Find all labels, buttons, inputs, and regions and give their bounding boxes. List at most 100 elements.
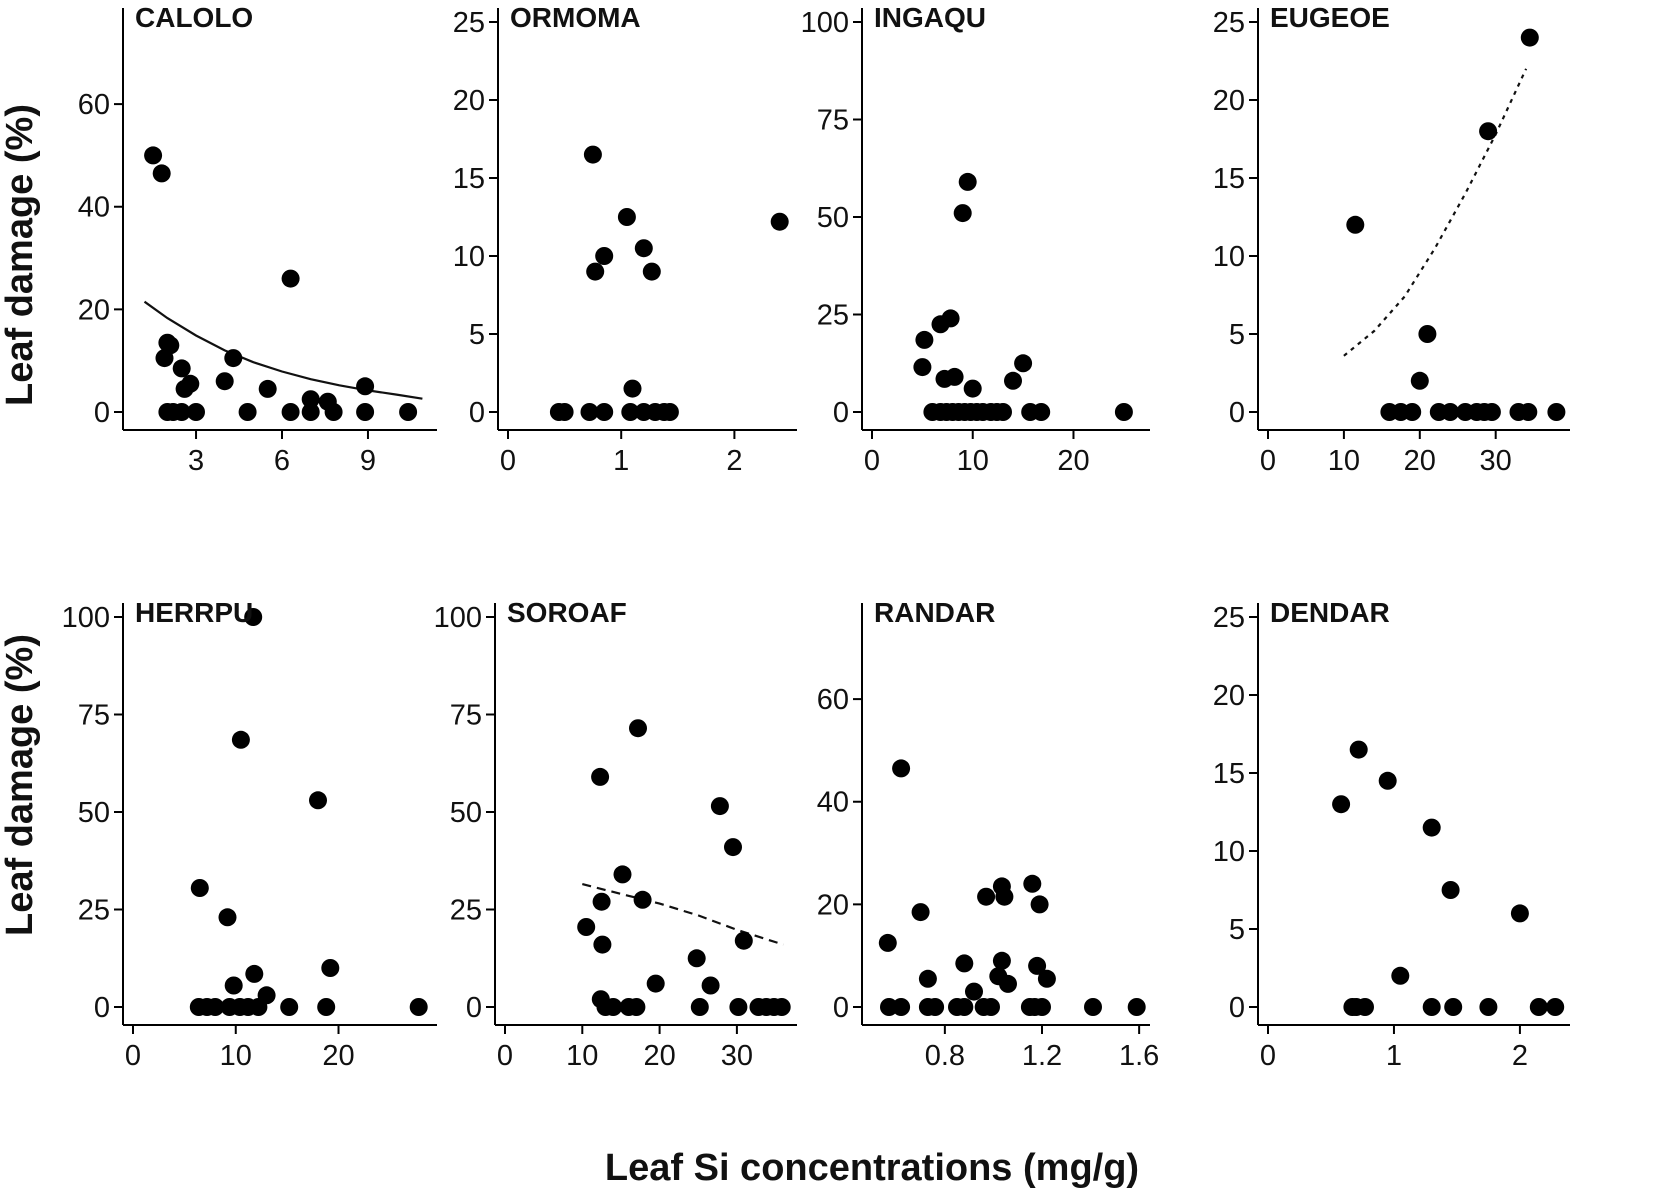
data-point [593, 935, 612, 954]
data-point [399, 403, 418, 421]
x-tick-label: 2 [726, 445, 742, 477]
y-tick-label: 60 [78, 89, 110, 121]
data-point [1547, 403, 1566, 421]
data-point [617, 208, 636, 226]
panel-ingaqu: 0 25 50 75 100 0 10 20 INGAQU [801, 2, 1150, 477]
data-point [1028, 956, 1047, 975]
data-point [911, 903, 930, 922]
data-point [317, 998, 336, 1016]
data-point [941, 309, 960, 328]
data-point [224, 976, 243, 995]
data-point [995, 887, 1014, 906]
data-point [1510, 904, 1529, 923]
data-point [646, 974, 665, 993]
data-point [1391, 966, 1410, 985]
x-tick-label: 0 [864, 445, 880, 477]
data-point [1030, 895, 1049, 914]
data-point [175, 379, 194, 398]
data-point [172, 403, 191, 421]
data-point [1032, 403, 1051, 421]
data-point [660, 403, 679, 421]
y-tick-label: 75 [450, 700, 482, 732]
y-tick-label: 5 [1229, 914, 1245, 946]
y-tick-label: 0 [1229, 397, 1245, 429]
y-axis-title-bottom: Leaf damage (%) [0, 634, 41, 936]
data-point [144, 146, 163, 165]
y-tick-label: 100 [801, 7, 849, 39]
data-point [1014, 354, 1033, 373]
data-point [206, 998, 225, 1016]
data-point [687, 949, 706, 968]
y-tick-label: 15 [1213, 163, 1245, 195]
data-point [710, 797, 729, 816]
panel-title: INGAQU [874, 2, 986, 33]
data-point [215, 372, 234, 391]
data-point [1378, 771, 1397, 790]
y-tick-label: 25 [1213, 602, 1245, 634]
panel-randar: 0 20 40 60 0.8 1.2 1.6 RANDAR [817, 597, 1160, 1072]
x-tick-label: 0 [125, 1040, 141, 1072]
data-point [892, 759, 911, 778]
data-point [591, 767, 610, 786]
panel-herrpu: 0 25 50 75 100 0 10 20 HERRPU [62, 597, 437, 1072]
y-tick-label: 5 [469, 319, 485, 351]
data-point [301, 390, 320, 409]
y-tick-label: 25 [78, 895, 110, 927]
x-tick-label: 0 [500, 445, 516, 477]
y-tick-label: 10 [1213, 241, 1245, 273]
data-point [356, 377, 375, 396]
data-point [1444, 998, 1463, 1016]
data-point [1349, 740, 1368, 759]
data-point [945, 367, 964, 386]
y-tick-label: 75 [817, 105, 849, 137]
y-tick-label: 20 [1213, 85, 1245, 117]
y-tick-label: 10 [453, 241, 485, 273]
y-tick-label: 15 [1213, 758, 1245, 790]
data-point [1422, 998, 1441, 1016]
x-tick-label: 0 [1260, 445, 1276, 477]
data-point [621, 403, 640, 421]
y-tick-label: 0 [94, 397, 110, 429]
data-point [555, 403, 574, 421]
data-point [958, 172, 977, 191]
data-point [224, 349, 243, 368]
data-point [604, 998, 623, 1016]
panel-ormoma: 0 5 10 15 20 25 0 1 2 ORMOMA [453, 2, 797, 477]
data-point [918, 969, 937, 988]
data-point [577, 918, 596, 936]
y-tick-label: 25 [1213, 7, 1245, 39]
data-point [1441, 403, 1460, 421]
y-tick-label: 40 [78, 192, 110, 224]
data-point [356, 403, 375, 421]
y-tick-label: 5 [1229, 319, 1245, 351]
y-tick-label: 75 [78, 700, 110, 732]
x-tick-label: 0 [1260, 1040, 1276, 1072]
y-tick-label: 20 [78, 294, 110, 326]
panel-title: RANDAR [874, 597, 995, 628]
data-point [238, 403, 257, 421]
x-axis-title: Leaf Si concentrations (mg/g) [605, 1147, 1139, 1189]
data-point [1422, 818, 1441, 837]
x-tick-label: 10 [957, 445, 989, 477]
data-point [1546, 998, 1565, 1016]
panel-title: SOROAF [507, 597, 627, 628]
x-tick-label: 30 [721, 1040, 753, 1072]
panel-title: CALOLO [135, 2, 253, 33]
panel-title: HERRPU [135, 597, 253, 628]
y-tick-label: 50 [78, 797, 110, 829]
y-tick-label: 0 [833, 992, 849, 1024]
data-point [249, 998, 268, 1016]
y-tick-label: 50 [450, 797, 482, 829]
data-point [1084, 998, 1102, 1016]
data-point [1410, 371, 1429, 390]
y-tick-label: 25 [817, 300, 849, 332]
data-point [1346, 215, 1365, 234]
data-point [915, 330, 934, 349]
data-point [258, 379, 277, 398]
data-point [580, 403, 599, 421]
data-point [1441, 881, 1460, 899]
y-tick-label: 10 [1213, 836, 1245, 868]
data-point [999, 974, 1017, 993]
